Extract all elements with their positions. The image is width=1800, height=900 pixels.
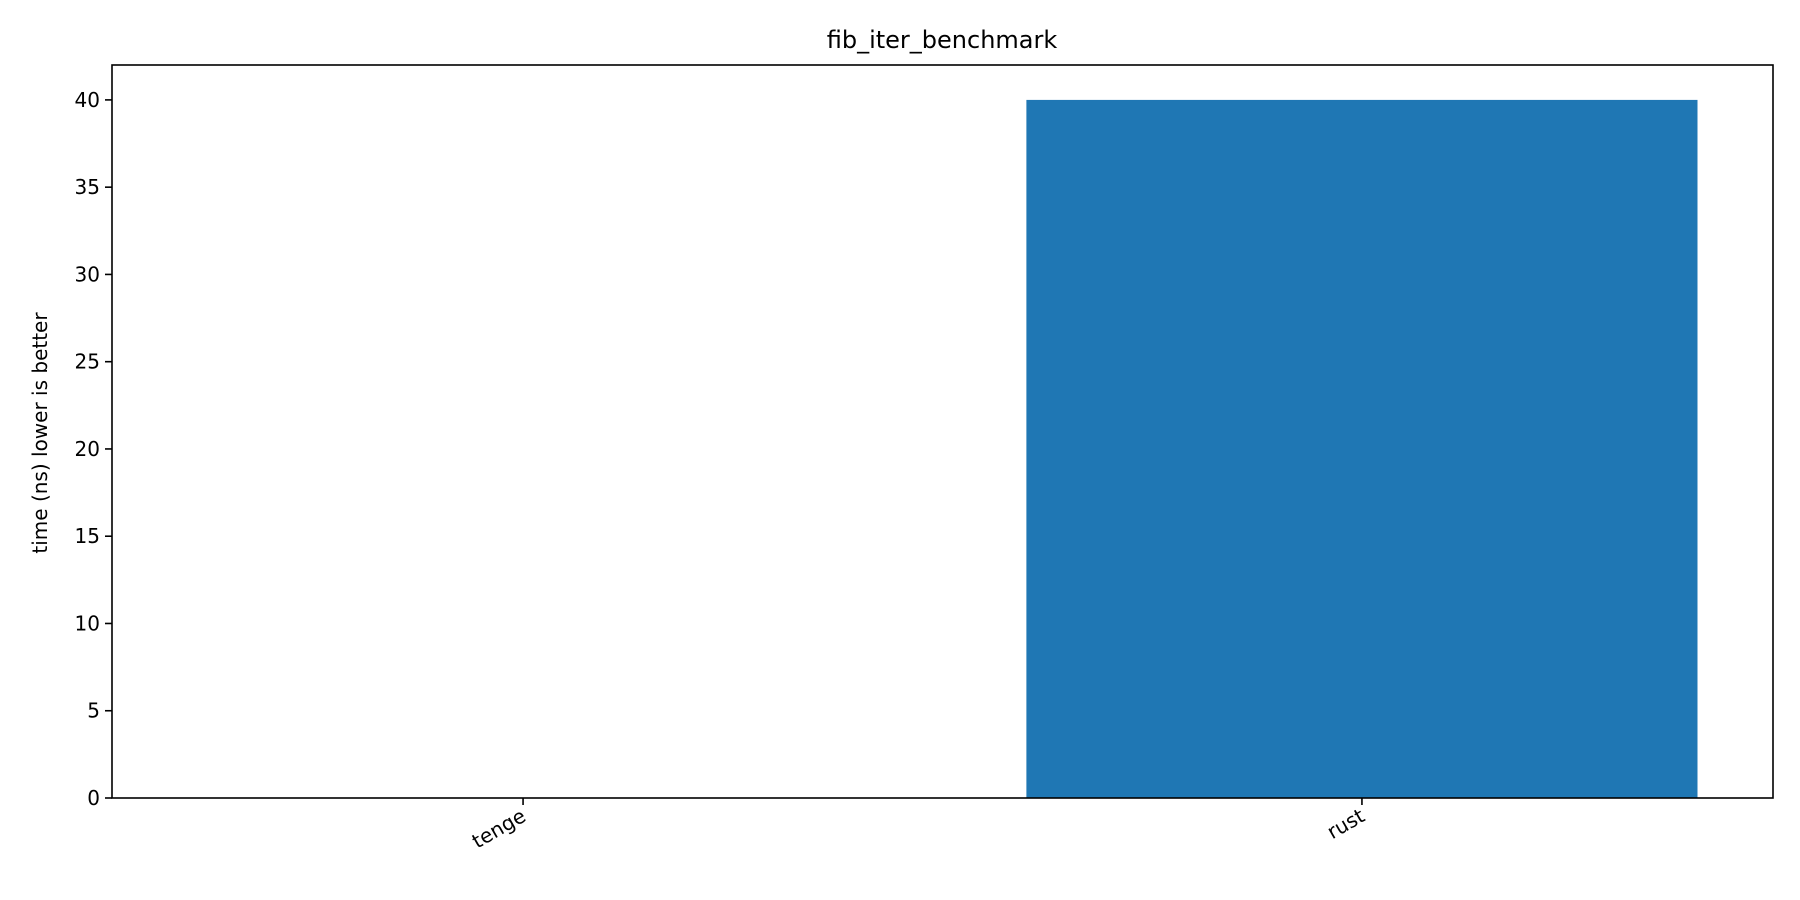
- y-tick-label: 10: [75, 611, 100, 635]
- y-tick-label: 35: [75, 175, 100, 199]
- chart-title: fib_iter_benchmark: [827, 26, 1058, 54]
- plot-area: [1026, 99, 1698, 798]
- y-tick-label: 15: [75, 524, 100, 548]
- plot-frame: [111, 64, 1774, 799]
- bar-rust: [1026, 99, 1698, 798]
- x-tick-label-rust: rust: [1323, 803, 1369, 843]
- y-tick-label: 40: [75, 88, 100, 112]
- y-tick-label: 20: [75, 437, 100, 461]
- y-tick-label: 25: [75, 350, 100, 374]
- y-tick-label: 5: [87, 699, 100, 723]
- x-tick-label-tenge: tenge: [468, 803, 530, 853]
- y-tick-label: 30: [75, 262, 100, 286]
- y-tick-label: 0: [87, 786, 100, 810]
- y-axis-label: time (ns) lower is better: [28, 312, 52, 554]
